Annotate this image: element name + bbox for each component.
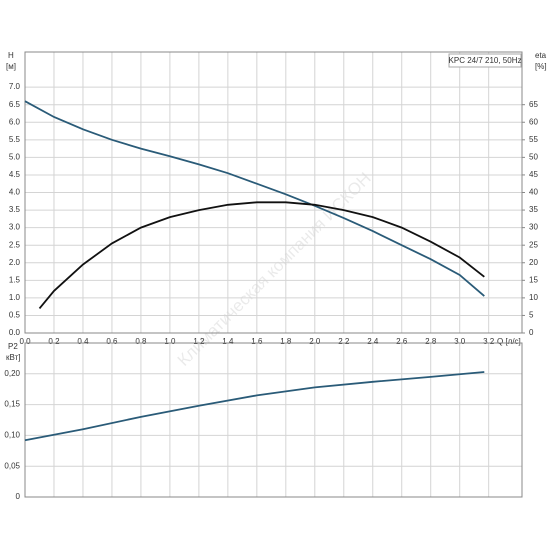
y-tick-label: 0.0 [9,328,21,337]
plot: 0 0,05 0,10 0,15 0,20 P2 кВт] [4,342,523,501]
x-tick-label: 2.4 [367,337,379,346]
y2-tick-label: 20 [529,258,538,267]
x-tick-label: 0.8 [135,337,147,346]
y-tick-label: 1.5 [9,275,21,284]
y-axis-label: H [8,51,14,60]
y-tick-label: 5.5 [9,135,21,144]
x-tick-label: 0.4 [77,337,89,346]
y-tick-label: 2.0 [9,258,21,267]
y2-axis-unit: [%] [535,62,547,71]
y-axis-unit: [м] [6,62,16,71]
y2-tick-label: 45 [529,170,538,179]
x-tick-label: 2.0 [309,337,321,346]
x-tick-label: 1.4 [222,337,234,346]
y2-tick-label: 15 [529,275,538,284]
y-tick-label: 0,05 [4,461,20,470]
y2-tick-label: 5 [529,311,534,320]
x-tick-label: 0.2 [48,337,60,346]
curve [38,201,485,309]
y-tick-label: 3.0 [9,223,21,232]
x-tick-label: 3.0 [454,337,466,346]
y2-tick-label: 55 [529,135,538,144]
y2-tick-label: 10 [529,293,538,302]
y-tick-label: 0,10 [4,431,20,440]
x-tick-label: 1.0 [164,337,176,346]
y2-tick-label: 25 [529,240,538,249]
y-axis-unit: кВт] [6,353,20,362]
y-tick-label: 4.0 [9,188,21,197]
chart-title: KPC 24/7 210, 50Hz [449,56,522,65]
x-tick-label: 2.8 [425,337,437,346]
y-tick-label: 0,20 [4,369,20,378]
y-tick-label: 6.5 [9,100,21,109]
y-tick-label: 0,15 [4,400,20,409]
x-tick-label: 2.6 [396,337,408,346]
y-tick-label: 7.0 [9,82,21,91]
y2-tick-label: 60 [529,117,538,126]
x-tick-label: 1.6 [251,337,263,346]
title-box [448,53,522,68]
y2-tick-label: 65 [529,100,538,109]
y-tick-label: 4.5 [9,170,21,179]
x-tick-label: 1.2 [193,337,205,346]
y2-tick-label: 30 [529,223,538,232]
x-tick-label: 3.2 [483,337,495,346]
y2-tick-label: 40 [529,188,538,197]
y-tick-label: 0 [16,492,21,501]
y-tick-label: 1.0 [9,293,21,302]
y2-tick-label: 0 [529,328,534,337]
y2-tick-label: 50 [529,152,538,161]
x-axis-label: Q [л/с] [497,337,521,346]
y-tick-label: 6.0 [9,117,21,126]
y-tick-label: 2.5 [9,240,21,249]
y-tick-label: 3.5 [9,205,21,214]
plot-frame [24,342,523,498]
y-tick-label: 5.0 [9,152,21,161]
curve [24,371,485,442]
curve [24,100,485,297]
plot-frame [24,51,523,334]
y-tick-label: 0.5 [9,311,21,320]
x-tick-label: 0.0 [19,337,31,346]
x-tick-label: 1.8 [280,337,292,346]
y2-tick-label: 35 [529,205,538,214]
y2-axis-label: eta [535,51,547,60]
y-axis-label: P2 [8,342,18,351]
plot: 0.0 0.2 0.4 0.6 0.8 1.0 1.2 1.4 1.6 1.8 2.0 2.2 2.4 2… [6,51,547,346]
plots: 0.0 0.2 0.4 0.6 0.8 1.0 1.2 1.4 1.6 1.8 2.0 2.2 2.4 2… [4,51,546,501]
x-tick-label: 2.2 [338,337,350,346]
x-tick-label: 0.6 [106,337,118,346]
